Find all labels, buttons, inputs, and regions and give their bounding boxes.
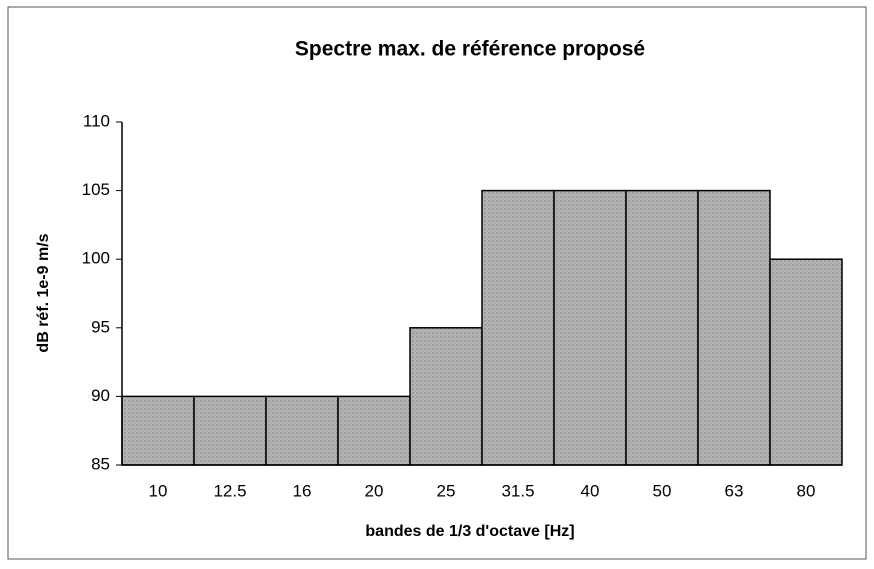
x-tick-label: 16 <box>293 481 312 500</box>
y-tick-label: 90 <box>91 386 110 405</box>
x-tick-label: 25 <box>437 481 456 500</box>
bar <box>337 395 411 466</box>
y-tick-label: 100 <box>82 249 110 268</box>
x-tick-label: 80 <box>797 481 816 500</box>
x-tick-label: 63 <box>725 481 744 500</box>
x-tick-label: 12.5 <box>213 481 246 500</box>
x-tick-label: 31.5 <box>501 481 534 500</box>
bar <box>697 189 771 466</box>
y-tick-label: 110 <box>83 111 110 130</box>
bar <box>265 395 339 466</box>
x-tick-label: 20 <box>365 481 384 500</box>
bar <box>409 327 483 466</box>
y-axis-title: dB réf. 1e-9 m/s <box>35 233 52 352</box>
y-tick-label: 105 <box>82 180 110 199</box>
bar <box>121 395 195 466</box>
bar <box>625 189 699 466</box>
x-tick-label: 10 <box>149 481 168 500</box>
x-tick-label: 40 <box>581 481 600 500</box>
x-axis-title: bandes de 1/3 d'octave [Hz] <box>365 523 574 540</box>
bar <box>553 189 627 466</box>
bar <box>769 258 843 466</box>
y-tick-label: 85 <box>91 454 110 473</box>
y-tick-label: 95 <box>91 317 110 336</box>
bar <box>481 189 555 466</box>
chart-title: Spectre max. de référence proposé <box>295 38 645 61</box>
x-tick-label: 50 <box>653 481 672 500</box>
bar <box>193 395 267 466</box>
